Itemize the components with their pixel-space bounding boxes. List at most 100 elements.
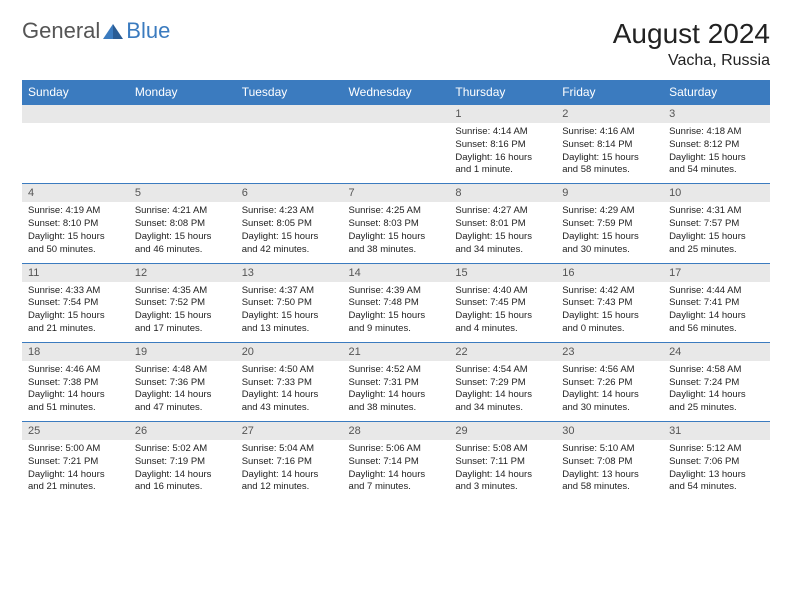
day-cell: 18Sunrise: 4:46 AMSunset: 7:38 PMDayligh… xyxy=(22,342,129,421)
day-number: 7 xyxy=(343,184,450,202)
daylight-text: Daylight: 14 hours xyxy=(135,389,230,402)
day-number: 13 xyxy=(236,264,343,282)
day-content: Sunrise: 4:50 AMSunset: 7:33 PMDaylight:… xyxy=(236,361,343,421)
day-number: 16 xyxy=(556,264,663,282)
sunrise-text: Sunrise: 4:48 AM xyxy=(135,364,230,377)
daylight-text: and 46 minutes. xyxy=(135,244,230,257)
daylight-text: and 0 minutes. xyxy=(562,323,657,336)
day-number: 2 xyxy=(556,105,663,123)
week-row: 25Sunrise: 5:00 AMSunset: 7:21 PMDayligh… xyxy=(22,422,770,501)
day-content: Sunrise: 4:35 AMSunset: 7:52 PMDaylight:… xyxy=(129,282,236,342)
sunset-text: Sunset: 8:14 PM xyxy=(562,139,657,152)
day-header: Sunday xyxy=(22,80,129,105)
day-content: Sunrise: 4:58 AMSunset: 7:24 PMDaylight:… xyxy=(663,361,770,421)
week-row: 18Sunrise: 4:46 AMSunset: 7:38 PMDayligh… xyxy=(22,342,770,421)
sunset-text: Sunset: 7:06 PM xyxy=(669,456,764,469)
sunrise-text: Sunrise: 4:27 AM xyxy=(455,205,550,218)
day-cell: 12Sunrise: 4:35 AMSunset: 7:52 PMDayligh… xyxy=(129,263,236,342)
day-number: 15 xyxy=(449,264,556,282)
sunrise-text: Sunrise: 4:31 AM xyxy=(669,205,764,218)
day-cell: 17Sunrise: 4:44 AMSunset: 7:41 PMDayligh… xyxy=(663,263,770,342)
sunrise-text: Sunrise: 4:42 AM xyxy=(562,285,657,298)
sunset-text: Sunset: 8:12 PM xyxy=(669,139,764,152)
sunrise-text: Sunrise: 4:40 AM xyxy=(455,285,550,298)
sunrise-text: Sunrise: 4:29 AM xyxy=(562,205,657,218)
day-number: 26 xyxy=(129,422,236,440)
daylight-text: and 54 minutes. xyxy=(669,481,764,494)
day-header-row: Sunday Monday Tuesday Wednesday Thursday… xyxy=(22,80,770,105)
sunrise-text: Sunrise: 4:52 AM xyxy=(349,364,444,377)
daylight-text: and 51 minutes. xyxy=(28,402,123,415)
day-number: 24 xyxy=(663,343,770,361)
daylight-text: and 34 minutes. xyxy=(455,402,550,415)
sunset-text: Sunset: 7:43 PM xyxy=(562,297,657,310)
day-content: Sunrise: 5:06 AMSunset: 7:14 PMDaylight:… xyxy=(343,440,450,500)
day-cell xyxy=(129,105,236,184)
day-cell: 30Sunrise: 5:10 AMSunset: 7:08 PMDayligh… xyxy=(556,422,663,501)
day-cell xyxy=(22,105,129,184)
sunset-text: Sunset: 7:26 PM xyxy=(562,377,657,390)
logo-text-general: General xyxy=(22,18,100,44)
day-header: Friday xyxy=(556,80,663,105)
day-cell: 20Sunrise: 4:50 AMSunset: 7:33 PMDayligh… xyxy=(236,342,343,421)
sunrise-text: Sunrise: 4:14 AM xyxy=(455,126,550,139)
day-cell: 7Sunrise: 4:25 AMSunset: 8:03 PMDaylight… xyxy=(343,184,450,263)
day-content: Sunrise: 5:08 AMSunset: 7:11 PMDaylight:… xyxy=(449,440,556,500)
day-content: Sunrise: 4:56 AMSunset: 7:26 PMDaylight:… xyxy=(556,361,663,421)
daylight-text: Daylight: 14 hours xyxy=(669,389,764,402)
sunrise-text: Sunrise: 4:58 AM xyxy=(669,364,764,377)
day-number: 25 xyxy=(22,422,129,440)
sunrise-text: Sunrise: 4:35 AM xyxy=(135,285,230,298)
daylight-text: and 21 minutes. xyxy=(28,323,123,336)
sunset-text: Sunset: 7:59 PM xyxy=(562,218,657,231)
day-cell: 21Sunrise: 4:52 AMSunset: 7:31 PMDayligh… xyxy=(343,342,450,421)
day-number: 27 xyxy=(236,422,343,440)
daylight-text: Daylight: 15 hours xyxy=(455,310,550,323)
day-number: 19 xyxy=(129,343,236,361)
day-content: Sunrise: 4:18 AMSunset: 8:12 PMDaylight:… xyxy=(663,123,770,183)
sunset-text: Sunset: 7:48 PM xyxy=(349,297,444,310)
daylight-text: and 12 minutes. xyxy=(242,481,337,494)
day-cell xyxy=(343,105,450,184)
sunset-text: Sunset: 7:16 PM xyxy=(242,456,337,469)
day-number xyxy=(129,105,236,123)
sunset-text: Sunset: 7:57 PM xyxy=(669,218,764,231)
daylight-text: Daylight: 14 hours xyxy=(349,389,444,402)
sunset-text: Sunset: 7:19 PM xyxy=(135,456,230,469)
day-content: Sunrise: 4:14 AMSunset: 8:16 PMDaylight:… xyxy=(449,123,556,183)
day-content: Sunrise: 4:33 AMSunset: 7:54 PMDaylight:… xyxy=(22,282,129,342)
sunrise-text: Sunrise: 4:37 AM xyxy=(242,285,337,298)
sunset-text: Sunset: 7:36 PM xyxy=(135,377,230,390)
daylight-text: and 43 minutes. xyxy=(242,402,337,415)
day-number: 23 xyxy=(556,343,663,361)
day-number: 22 xyxy=(449,343,556,361)
day-cell: 28Sunrise: 5:06 AMSunset: 7:14 PMDayligh… xyxy=(343,422,450,501)
daylight-text: and 30 minutes. xyxy=(562,244,657,257)
location: Vacha, Russia xyxy=(613,52,770,70)
day-content: Sunrise: 5:10 AMSunset: 7:08 PMDaylight:… xyxy=(556,440,663,500)
day-cell: 9Sunrise: 4:29 AMSunset: 7:59 PMDaylight… xyxy=(556,184,663,263)
sunrise-text: Sunrise: 4:54 AM xyxy=(455,364,550,377)
daylight-text: and 16 minutes. xyxy=(135,481,230,494)
day-cell: 2Sunrise: 4:16 AMSunset: 8:14 PMDaylight… xyxy=(556,105,663,184)
triangle-icon xyxy=(102,22,124,40)
daylight-text: Daylight: 15 hours xyxy=(669,152,764,165)
sunset-text: Sunset: 7:50 PM xyxy=(242,297,337,310)
sunset-text: Sunset: 7:08 PM xyxy=(562,456,657,469)
daylight-text: and 21 minutes. xyxy=(28,481,123,494)
day-number: 6 xyxy=(236,184,343,202)
day-number: 11 xyxy=(22,264,129,282)
day-content: Sunrise: 4:39 AMSunset: 7:48 PMDaylight:… xyxy=(343,282,450,342)
daylight-text: Daylight: 14 hours xyxy=(349,469,444,482)
daylight-text: Daylight: 15 hours xyxy=(242,231,337,244)
day-cell: 10Sunrise: 4:31 AMSunset: 7:57 PMDayligh… xyxy=(663,184,770,263)
week-row: 11Sunrise: 4:33 AMSunset: 7:54 PMDayligh… xyxy=(22,263,770,342)
day-content: Sunrise: 4:16 AMSunset: 8:14 PMDaylight:… xyxy=(556,123,663,183)
day-cell: 5Sunrise: 4:21 AMSunset: 8:08 PMDaylight… xyxy=(129,184,236,263)
day-number: 31 xyxy=(663,422,770,440)
daylight-text: Daylight: 15 hours xyxy=(562,152,657,165)
sunrise-text: Sunrise: 4:44 AM xyxy=(669,285,764,298)
day-content: Sunrise: 4:25 AMSunset: 8:03 PMDaylight:… xyxy=(343,202,450,262)
day-number: 20 xyxy=(236,343,343,361)
day-number xyxy=(22,105,129,123)
